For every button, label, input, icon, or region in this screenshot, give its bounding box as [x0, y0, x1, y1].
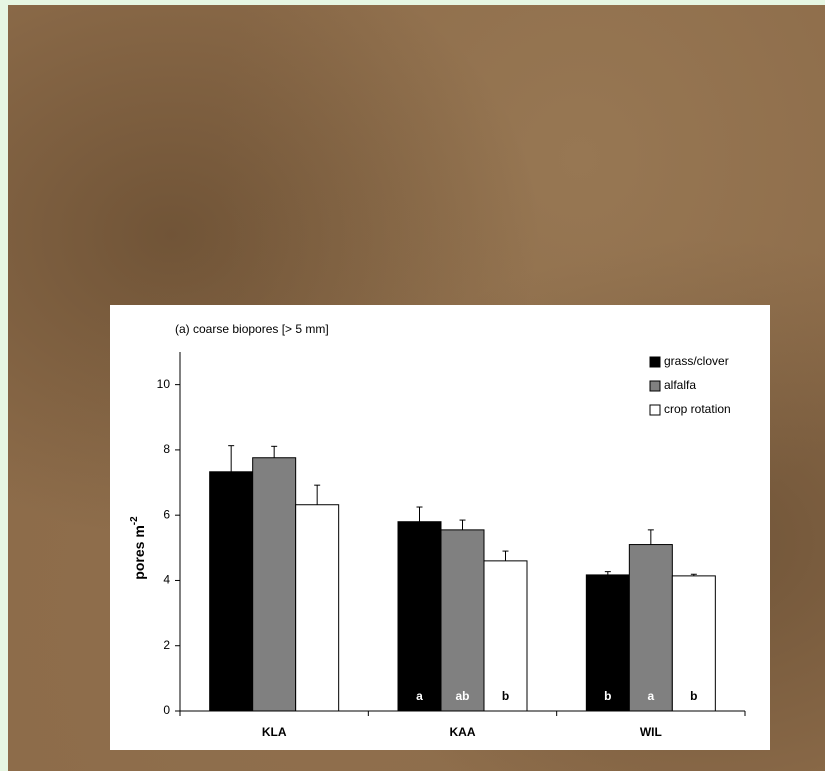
- y-tick-label: 2: [163, 638, 170, 652]
- chart-title: (a) coarse biopores [> 5 mm]: [175, 322, 329, 336]
- legend-swatch: [650, 405, 660, 415]
- legend-label: crop rotation: [664, 402, 731, 416]
- page: (a) coarse biopores [> 5 mm] pores m-2 0…: [0, 0, 825, 771]
- chart: (a) coarse biopores [> 5 mm] pores m-2 0…: [0, 0, 825, 771]
- bar: [296, 505, 339, 711]
- x-tick-label: WIL: [640, 725, 662, 739]
- bar: [629, 545, 672, 711]
- significance-letter: b: [604, 689, 611, 703]
- significance-letter: a: [416, 689, 423, 703]
- bar: [398, 522, 441, 711]
- x-tick-label: KAA: [450, 725, 476, 739]
- significance-letter: b: [502, 689, 509, 703]
- y-tick-label: 4: [163, 573, 170, 587]
- y-tick-label: 0: [163, 703, 170, 717]
- y-tick-label: 6: [163, 507, 170, 521]
- legend-swatch: [650, 357, 660, 367]
- legend-swatch: [650, 381, 660, 391]
- x-tick-label: KLA: [262, 725, 287, 739]
- bar: [210, 472, 253, 711]
- significance-letter: ab: [455, 689, 469, 703]
- y-tick-label: 10: [157, 377, 171, 391]
- bar: [253, 458, 296, 711]
- bar: [441, 530, 484, 711]
- legend-label: grass/clover: [664, 354, 729, 368]
- y-label-text: pores m: [131, 525, 147, 579]
- y-label-superscript: -2: [129, 516, 140, 525]
- significance-letter: a: [647, 689, 654, 703]
- legend-label: alfalfa: [664, 378, 696, 392]
- y-tick-label: 8: [163, 442, 170, 456]
- y-axis-label: pores m-2: [129, 516, 147, 580]
- significance-letter: b: [690, 689, 697, 703]
